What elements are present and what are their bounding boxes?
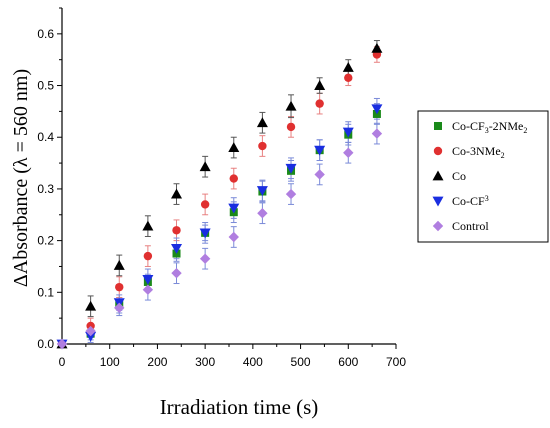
legend-label: Co-CF3-2NMe2	[452, 119, 527, 135]
legend-label: Control	[452, 219, 489, 233]
data-point-2	[315, 99, 324, 108]
data-point-5	[199, 253, 211, 264]
y-tick-label: 0.2	[37, 234, 54, 248]
data-point-4	[171, 243, 183, 254]
data-point-5	[85, 325, 96, 337]
x-tick-label: 0	[59, 355, 66, 369]
data-point-5	[257, 208, 268, 219]
x-tick-label: 500	[291, 355, 311, 369]
data-point-3	[285, 100, 297, 111]
legend: Co-CF3-2NMe2 Co-3NMe2 Co Co-CF3 Control	[417, 110, 549, 243]
x-tick-label: 300	[195, 355, 215, 369]
data-point-4	[199, 228, 211, 239]
data-point-5	[314, 169, 325, 180]
data-point-5	[228, 231, 239, 243]
x-tick-label: 100	[100, 355, 120, 369]
x-tick-label: 700	[386, 355, 406, 369]
data-point-4	[142, 274, 154, 285]
y-tick-label: 0.0	[37, 337, 54, 351]
data-point-4	[371, 104, 383, 115]
data-point-4	[342, 127, 354, 138]
data-point-5	[56, 338, 68, 350]
data-point-3	[85, 300, 97, 311]
legend-label: Co	[452, 169, 466, 183]
data-point-4	[85, 331, 97, 342]
x-tick-label: 600	[338, 355, 358, 369]
data-point-2	[344, 73, 353, 82]
y-tick-label: 0.6	[37, 27, 54, 41]
legend-label: Co-CF3	[452, 194, 489, 208]
y-axis-title: ΔAbsorbance (λ = 560 nm)	[10, 69, 32, 287]
data-point-2	[229, 174, 238, 183]
data-point-3	[371, 42, 383, 53]
data-point-3	[113, 259, 125, 270]
data-point-4	[256, 186, 268, 196]
data-point-5	[285, 188, 297, 200]
data-point-5	[114, 302, 125, 314]
data-point-4	[314, 145, 326, 156]
y-tick-label: 0.5	[37, 79, 54, 93]
legend-label: Co-3NMe2	[452, 144, 505, 160]
data-points	[56, 42, 383, 350]
data-point-2	[286, 122, 296, 132]
data-point-2	[143, 251, 153, 261]
data-point-3	[228, 142, 240, 152]
legend-marker	[433, 146, 443, 156]
data-point-3	[342, 61, 354, 72]
data-point-2	[172, 226, 181, 235]
data-point-5	[142, 284, 154, 295]
x-tick-label: 400	[243, 355, 263, 369]
y-tick-label: 0.3	[37, 182, 54, 196]
data-point-2	[115, 282, 124, 292]
y-tick-label: 0.1	[37, 285, 54, 299]
data-point-4	[285, 163, 297, 174]
data-point-5	[171, 267, 182, 279]
axes: 0 100 200 300 400 500 600 700 0.0 0.1 0.2 0.3 0.4 0.5…	[37, 7, 406, 369]
data-point-4	[228, 203, 240, 214]
data-point-5	[343, 147, 354, 158]
legend-marker	[434, 122, 442, 130]
y-tick-label: 0.4	[37, 130, 54, 144]
data-point-5	[371, 128, 383, 139]
data-point-3	[142, 220, 154, 231]
x-tick-label: 200	[147, 355, 167, 369]
legend-marker	[432, 170, 444, 181]
data-point-2	[200, 200, 210, 209]
data-point-3	[314, 80, 326, 90]
error-bars	[87, 40, 380, 343]
legend-marker	[432, 220, 444, 232]
data-point-3	[199, 161, 211, 172]
x-axis-title: Irradiation time (s)	[160, 395, 319, 419]
data-point-3	[256, 117, 268, 128]
legend-marker	[432, 196, 444, 207]
data-point-2	[258, 141, 267, 151]
data-point-3	[171, 188, 183, 199]
